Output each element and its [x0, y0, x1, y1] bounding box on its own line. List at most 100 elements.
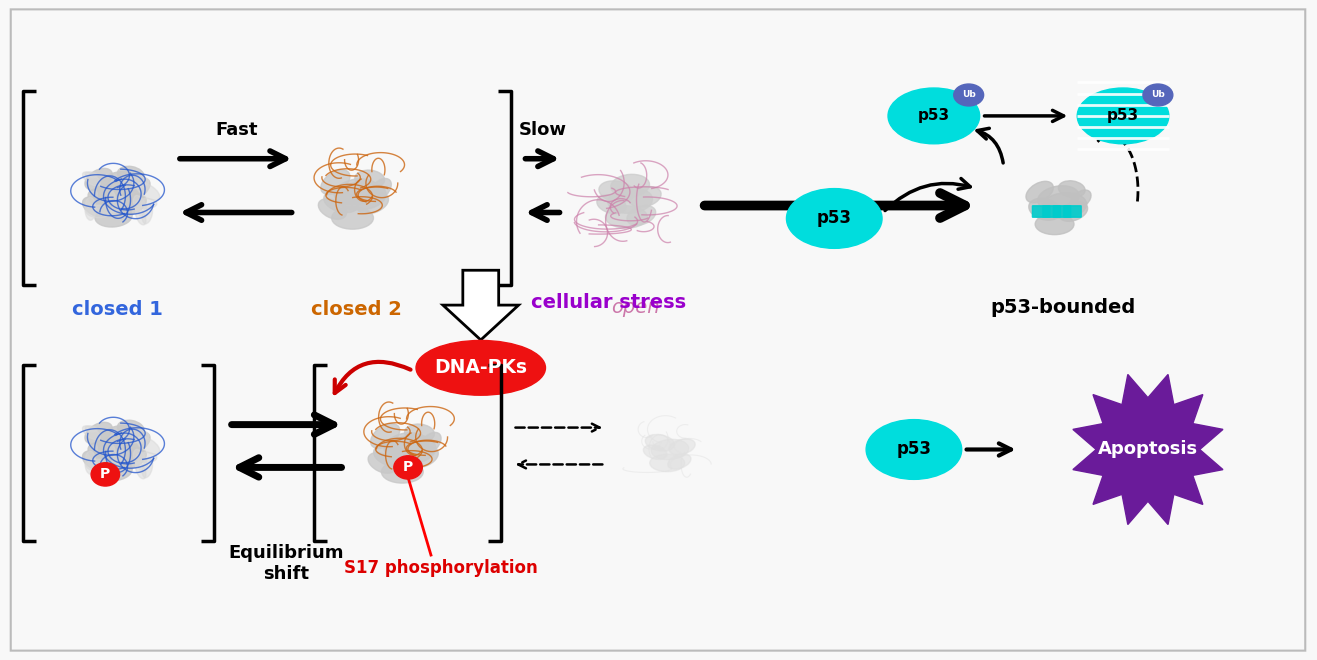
Ellipse shape	[129, 178, 150, 198]
Ellipse shape	[112, 196, 122, 213]
Ellipse shape	[119, 448, 146, 469]
Ellipse shape	[124, 430, 149, 443]
Ellipse shape	[627, 206, 656, 225]
Ellipse shape	[95, 460, 132, 481]
Ellipse shape	[136, 208, 146, 225]
Text: Apoptosis: Apoptosis	[1098, 440, 1198, 459]
Ellipse shape	[649, 454, 685, 472]
Ellipse shape	[83, 426, 100, 440]
Text: p53-bounded: p53-bounded	[990, 298, 1137, 317]
Ellipse shape	[324, 191, 358, 213]
Ellipse shape	[97, 426, 138, 451]
Ellipse shape	[109, 191, 116, 203]
Ellipse shape	[1026, 182, 1054, 203]
Ellipse shape	[888, 88, 980, 144]
Ellipse shape	[86, 205, 112, 218]
Ellipse shape	[357, 192, 389, 214]
Ellipse shape	[95, 206, 132, 227]
Ellipse shape	[133, 449, 148, 471]
FancyBboxPatch shape	[1054, 206, 1071, 217]
Ellipse shape	[83, 451, 107, 471]
Ellipse shape	[630, 187, 661, 207]
Ellipse shape	[383, 433, 428, 459]
Text: cellular stress: cellular stress	[531, 292, 686, 312]
Ellipse shape	[129, 432, 150, 451]
Ellipse shape	[1029, 198, 1062, 220]
Text: DNA-PKs: DNA-PKs	[435, 358, 527, 378]
Ellipse shape	[124, 176, 149, 189]
Ellipse shape	[84, 451, 96, 474]
Ellipse shape	[83, 172, 100, 186]
FancyBboxPatch shape	[1043, 206, 1060, 217]
Text: open: open	[611, 298, 660, 317]
Ellipse shape	[84, 168, 112, 190]
Ellipse shape	[112, 450, 122, 467]
Ellipse shape	[97, 172, 138, 197]
Text: p53: p53	[1108, 108, 1139, 123]
Ellipse shape	[1038, 185, 1079, 211]
FancyBboxPatch shape	[1033, 206, 1050, 217]
Ellipse shape	[404, 424, 435, 442]
Ellipse shape	[117, 420, 144, 437]
Text: Ub: Ub	[961, 90, 976, 100]
Text: S17 phosphorylation: S17 phosphorylation	[344, 559, 537, 577]
Ellipse shape	[137, 183, 159, 200]
Ellipse shape	[394, 456, 423, 479]
Ellipse shape	[84, 197, 96, 220]
Ellipse shape	[91, 463, 120, 486]
Ellipse shape	[86, 426, 97, 432]
Ellipse shape	[136, 199, 157, 209]
Text: Ub: Ub	[1151, 90, 1164, 100]
Ellipse shape	[109, 445, 116, 456]
Ellipse shape	[354, 170, 385, 188]
Ellipse shape	[86, 459, 112, 471]
Polygon shape	[1073, 374, 1223, 525]
Ellipse shape	[597, 195, 626, 214]
Ellipse shape	[1143, 84, 1173, 106]
Ellipse shape	[669, 439, 695, 455]
Ellipse shape	[136, 462, 146, 479]
Ellipse shape	[370, 424, 400, 448]
Ellipse shape	[133, 195, 148, 217]
Ellipse shape	[117, 166, 144, 183]
Ellipse shape	[88, 442, 120, 464]
Ellipse shape	[137, 437, 159, 454]
Ellipse shape	[1059, 202, 1088, 221]
Ellipse shape	[136, 452, 157, 463]
Ellipse shape	[1035, 214, 1073, 235]
Ellipse shape	[88, 189, 120, 210]
Text: Equilibrium
shift: Equilibrium shift	[229, 544, 344, 583]
Ellipse shape	[416, 341, 545, 395]
Ellipse shape	[332, 207, 374, 229]
Ellipse shape	[786, 189, 882, 248]
Ellipse shape	[99, 182, 144, 209]
Ellipse shape	[84, 422, 112, 444]
Ellipse shape	[369, 178, 391, 201]
Text: P: P	[403, 461, 414, 475]
Ellipse shape	[99, 436, 144, 463]
Ellipse shape	[867, 420, 961, 479]
Text: closed 1: closed 1	[72, 300, 163, 319]
Text: p53: p53	[897, 440, 931, 459]
Ellipse shape	[389, 435, 436, 464]
Ellipse shape	[335, 179, 378, 205]
Ellipse shape	[86, 172, 97, 178]
Ellipse shape	[407, 446, 439, 468]
Ellipse shape	[83, 197, 107, 216]
Ellipse shape	[382, 461, 423, 483]
Text: Slow: Slow	[519, 121, 566, 139]
Ellipse shape	[374, 444, 408, 467]
Ellipse shape	[419, 432, 441, 455]
Ellipse shape	[599, 181, 635, 203]
Ellipse shape	[321, 170, 350, 195]
Ellipse shape	[611, 174, 649, 197]
Polygon shape	[443, 270, 519, 340]
Ellipse shape	[954, 84, 984, 106]
Ellipse shape	[643, 445, 666, 459]
Ellipse shape	[606, 206, 647, 228]
Ellipse shape	[338, 182, 386, 210]
Ellipse shape	[1059, 181, 1085, 197]
Ellipse shape	[369, 453, 396, 473]
Ellipse shape	[142, 458, 153, 478]
Text: closed 2: closed 2	[311, 300, 402, 319]
